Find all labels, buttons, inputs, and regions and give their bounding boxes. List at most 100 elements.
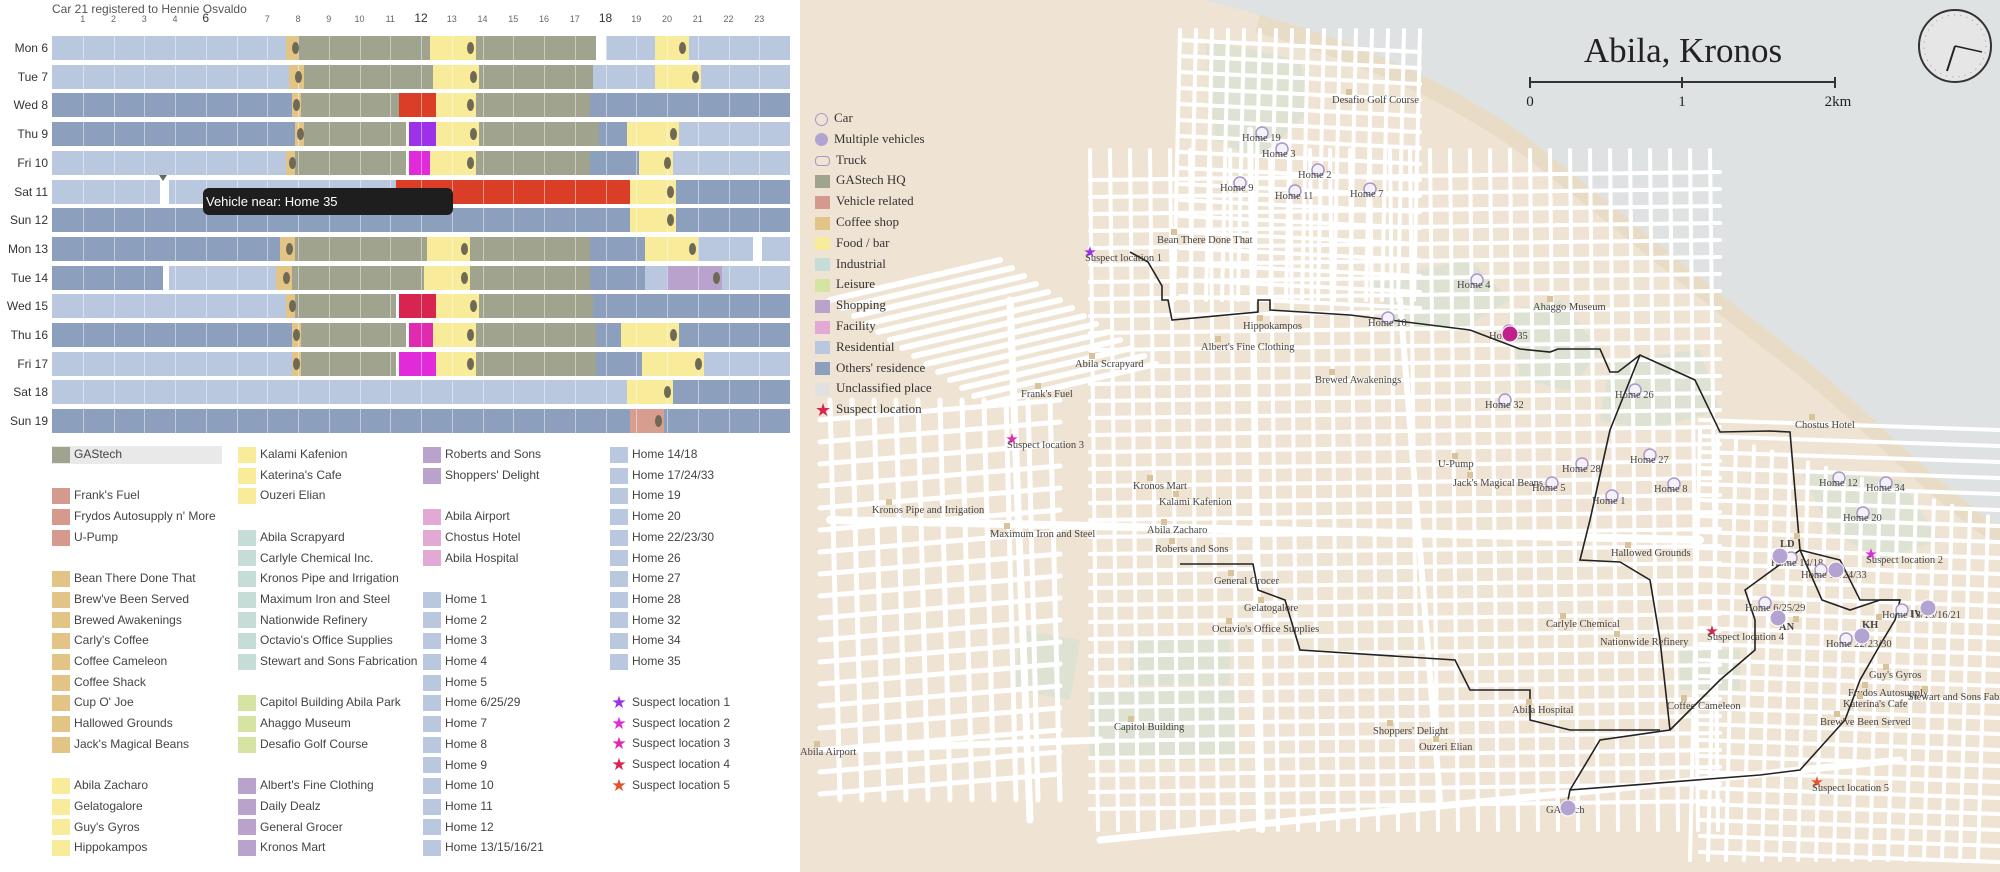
map-place[interactable]: ★Suspect location 3 — [1005, 431, 1084, 451]
stay-segment[interactable] — [673, 380, 790, 405]
legend-item[interactable]: Kronos Mart — [238, 839, 325, 857]
stop-marker[interactable] — [688, 242, 696, 255]
map-place[interactable]: Home 10 — [1368, 311, 1407, 329]
legend-item[interactable]: Home 27 — [610, 570, 681, 588]
suspect-star-icon[interactable]: ★ — [1083, 244, 1096, 261]
legend-item[interactable]: Home 10 — [423, 777, 494, 795]
legend-item[interactable]: Home 22/23/30 — [610, 529, 714, 547]
legend-item[interactable]: Coffee Shack — [52, 674, 146, 692]
stay-segment[interactable] — [599, 122, 628, 147]
day-timeline-row[interactable] — [52, 64, 790, 89]
car-marker-icon[interactable] — [1311, 163, 1325, 177]
stop-marker[interactable] — [470, 70, 478, 83]
stay-segment[interactable] — [596, 351, 643, 376]
legend-item[interactable]: Hallowed Grounds — [52, 715, 173, 733]
stay-segment[interactable] — [52, 323, 292, 347]
map-place[interactable]: Home 34 — [1866, 476, 1906, 494]
legend-item[interactable]: Shoppers' Delight — [423, 467, 539, 485]
stay-segment[interactable] — [679, 323, 790, 347]
stop-marker[interactable] — [295, 70, 302, 83]
stay-segment[interactable] — [703, 351, 790, 376]
stay-segment[interactable] — [479, 122, 600, 147]
stop-marker[interactable] — [467, 42, 475, 54]
stop-marker[interactable] — [467, 99, 475, 112]
map-place[interactable]: Bean There Done That — [1157, 229, 1253, 246]
map-place[interactable]: Home 8 — [1654, 477, 1688, 495]
car-marker-icon[interactable] — [1643, 448, 1657, 462]
stay-segment[interactable] — [399, 93, 437, 118]
map-place[interactable]: Maximum Iron and Steel — [990, 523, 1095, 540]
legend-item[interactable]: Home 8 — [423, 736, 487, 754]
stay-segment[interactable] — [722, 265, 790, 290]
legend-item[interactable]: Hippokampos — [52, 839, 147, 857]
car-marker-icon[interactable] — [1470, 273, 1484, 287]
map-place[interactable]: Home 11 — [1275, 184, 1313, 202]
car-marker-icon[interactable] — [1879, 476, 1893, 490]
stay-segment[interactable] — [663, 409, 790, 434]
map-place[interactable]: Home 22/23/30 — [1826, 632, 1892, 650]
legend-item[interactable]: Home 2 — [423, 612, 487, 630]
stay-segment[interactable] — [52, 351, 292, 376]
stay-segment[interactable] — [301, 93, 400, 118]
map-panel[interactable]: 0 1 2km Abila, Kronos Desafio Golf Cours… — [800, 0, 2000, 872]
stop-marker[interactable] — [470, 300, 478, 313]
stop-marker[interactable] — [293, 329, 301, 341]
stay-segment[interactable] — [52, 122, 295, 147]
stay-segment[interactable] — [590, 236, 646, 261]
stay-segment[interactable] — [408, 122, 437, 147]
map-place[interactable]: Home 28 — [1562, 457, 1601, 475]
map-place[interactable]: Frank's Fuel — [1021, 383, 1073, 400]
car-marker-icon[interactable] — [1255, 126, 1269, 140]
stop-marker[interactable] — [288, 156, 296, 169]
legend-item[interactable]: Home 11 — [423, 798, 493, 816]
stay-segment[interactable] — [593, 294, 790, 319]
map-place[interactable]: Brewed Awakenings — [1315, 369, 1401, 386]
map-place[interactable]: Guy's Gyros — [1869, 664, 1921, 681]
stay-segment[interactable] — [294, 150, 406, 175]
map-legend-item[interactable]: Multiple vehicles — [815, 131, 925, 147]
stay-segment[interactable] — [679, 122, 790, 147]
legend-item[interactable]: Ahaggo Museum — [238, 715, 351, 733]
stop-marker[interactable] — [654, 415, 662, 428]
map-place[interactable]: Abila Airport — [800, 741, 856, 758]
map-place[interactable]: Abila Hospital — [1512, 699, 1574, 716]
legend-item[interactable]: Stewart and Sons Fabrication — [238, 653, 417, 671]
map-legend-item[interactable]: GAStech HQ — [815, 172, 906, 188]
car-marker-icon[interactable] — [1832, 471, 1846, 485]
car-marker-icon[interactable] — [1575, 457, 1589, 471]
stop-marker[interactable] — [667, 185, 675, 198]
stay-segment[interactable] — [476, 93, 591, 118]
map-place[interactable]: ★Suspect location 5 — [1810, 774, 1889, 794]
stay-segment[interactable] — [294, 294, 397, 319]
legend-item[interactable]: Capitol Building Abila Park — [238, 694, 401, 712]
multiple-vehicles-icon[interactable] — [1769, 609, 1787, 627]
map-place[interactable]: ★Suspect location 4 — [1705, 623, 1784, 643]
map-place[interactable]: Hallowed Grounds — [1611, 542, 1691, 559]
map-place[interactable]: Home 2 — [1298, 163, 1332, 181]
legend-item[interactable]: Home 12 — [423, 819, 494, 837]
legend-item[interactable]: Katerina's Cafe — [238, 467, 342, 485]
stop-marker[interactable] — [691, 70, 699, 83]
legend-item[interactable]: Ouzeri Elian — [238, 487, 325, 505]
stay-segment[interactable] — [593, 64, 655, 89]
legend-item[interactable]: Abila Hospital — [423, 550, 518, 568]
stay-segment[interactable] — [304, 122, 406, 147]
stop-marker[interactable] — [694, 357, 702, 370]
stop-marker[interactable] — [679, 42, 687, 54]
map-place[interactable]: Frydos Autosupply — [1848, 682, 1929, 699]
day-timeline-row[interactable] — [52, 351, 790, 376]
stop-marker[interactable] — [467, 329, 475, 341]
car-marker-icon[interactable] — [1758, 596, 1772, 610]
stay-segment[interactable] — [52, 236, 280, 261]
stay-segment[interactable] — [52, 380, 628, 405]
map-legend-item[interactable]: Truck — [815, 152, 867, 168]
day-timeline-row[interactable] — [52, 236, 790, 261]
map-legend-item[interactable]: Facility — [815, 318, 876, 334]
legend-suspect-item[interactable]: ★ Suspect location 1 — [610, 694, 730, 712]
day-timeline-row[interactable] — [52, 36, 790, 60]
day-timeline-row[interactable] — [52, 265, 790, 290]
day-timeline-row[interactable] — [52, 294, 790, 319]
legend-item[interactable]: Frydos Autosupply n' More — [52, 508, 216, 526]
stop-marker[interactable] — [461, 271, 469, 284]
stay-segment[interactable] — [676, 208, 790, 233]
